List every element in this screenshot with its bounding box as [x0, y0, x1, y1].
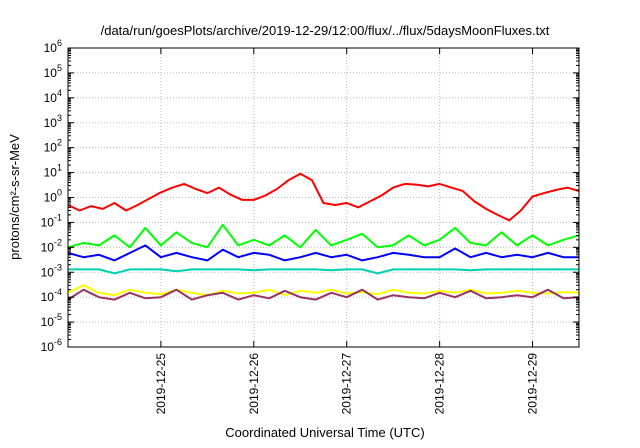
series-line-2 — [67, 223, 580, 249]
grid-lines — [68, 48, 579, 347]
plot-frame — [67, 47, 580, 348]
y-tick-label: 104 — [44, 88, 62, 105]
y-tick-label: 106 — [44, 38, 62, 55]
y-tick-label: 101 — [44, 163, 62, 180]
y-tick-label: 102 — [44, 138, 62, 155]
series-line-3 — [67, 244, 579, 262]
x-tick-label: 2019-12-29 — [526, 353, 540, 415]
series-line-6 — [67, 288, 580, 301]
y-axis-label: protons/cm²-s-sr-MeV — [7, 134, 22, 260]
x-axis-ticks: 2019-12-25 2019-12-26 2019-12-27 2019-12-28… — [154, 48, 540, 414]
series-group — [67, 172, 580, 301]
x-axis-label: Coordinated Universal Time (UTC) — [225, 425, 424, 440]
y-tick-label: 10-4 — [41, 287, 62, 304]
y-tick-label: 10-6 — [41, 337, 62, 354]
y-tick-label: 10-2 — [41, 237, 62, 254]
x-tick-label: 2019-12-27 — [340, 353, 354, 415]
series-line-1 — [67, 172, 580, 222]
y-axis-ticks: 10-6 10-5 10-4 10-3 10-2 10-1 100 101 102 103 104 1… — [41, 38, 579, 354]
series-line-5 — [67, 284, 580, 297]
x-tick-label: 2019-12-28 — [433, 353, 447, 415]
chart-title: /data/run/goesPlots/archive/2019-12-29/1… — [101, 23, 550, 38]
y-tick-label: 10-3 — [41, 262, 62, 279]
y-tick-label: 10-1 — [41, 212, 62, 229]
series-line-4 — [68, 268, 579, 275]
y-tick-label: 10-5 — [41, 312, 62, 329]
x-tick-label: 2019-12-26 — [247, 353, 261, 415]
y-tick-label: 103 — [44, 113, 62, 130]
y-tick-label: 105 — [44, 63, 62, 80]
y-tick-label: 100 — [44, 188, 62, 205]
x-tick-label: 2019-12-25 — [154, 353, 168, 415]
